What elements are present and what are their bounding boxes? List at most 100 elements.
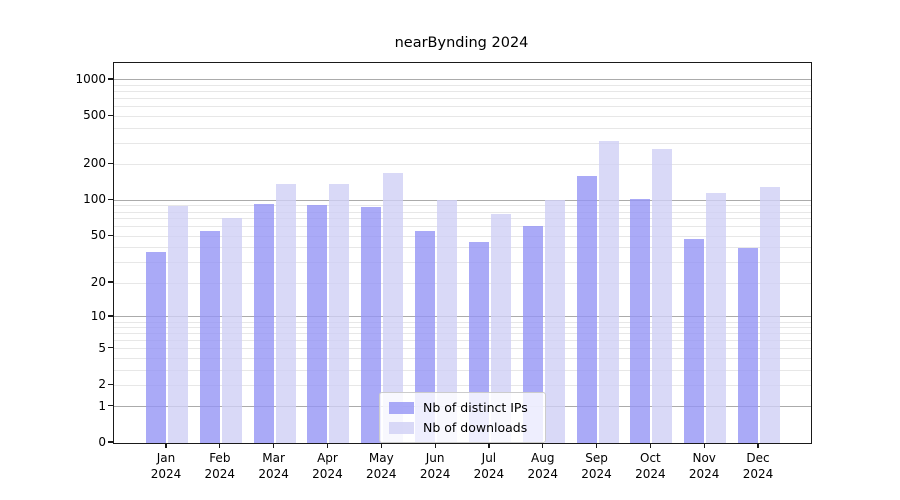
x-tick-mark-mar [273, 443, 275, 448]
x-tick-label-jan: Jan 2024 [136, 451, 196, 482]
x-tick-mark-jul [488, 443, 490, 448]
x-tick-mark-aug [542, 443, 544, 448]
minor-gridline-9 [114, 321, 811, 323]
bar-distinct-ips-feb [199, 231, 220, 443]
x-tick-year: 2024 [527, 466, 558, 481]
bar-distinct-ips-jan [146, 251, 166, 443]
bar-distinct-ips-apr [307, 204, 328, 443]
bar-downloads-mar [275, 184, 296, 443]
bar-downloads-jun [437, 200, 458, 443]
bar-downloads-feb [221, 217, 242, 443]
minor-gridline-3 [114, 369, 811, 371]
legend-swatch-distinct-ips [389, 401, 414, 414]
y-tick-mark-500 [108, 114, 113, 116]
y-tick-mark-5 [108, 347, 113, 349]
x-tick-month: Jul [481, 451, 497, 465]
gridline-200 [114, 163, 811, 165]
y-tick-label-100: 100 [83, 192, 106, 207]
minor-gridline-6 [114, 340, 811, 342]
x-tick-mark-apr [326, 443, 329, 448]
gridline-1000 [114, 79, 811, 81]
bar-downloads-aug [544, 200, 565, 443]
y-tick-label-1000: 1000 [75, 71, 106, 86]
x-tick-month: Sep [585, 451, 608, 465]
bar-downloads-dec [760, 186, 781, 443]
minor-gridline-70 [114, 218, 811, 220]
bar-distinct-ips-oct [630, 199, 651, 443]
y-tick-mark-50 [108, 234, 113, 236]
x-tick-month: Apr [317, 451, 338, 465]
x-tick-mark-jan [165, 443, 167, 448]
minor-gridline-900 [114, 84, 811, 86]
gridline-5 [114, 348, 811, 350]
y-tick-mark-100 [108, 198, 113, 201]
minor-gridline-400 [114, 127, 811, 129]
gridline-10 [114, 316, 811, 318]
minor-gridline-4 [114, 357, 811, 359]
x-tick-month: May [368, 451, 394, 465]
y-tick-label-200: 200 [83, 156, 106, 171]
bar-distinct-ips-jun [415, 231, 436, 443]
bar-distinct-ips-mar [253, 203, 274, 443]
x-tick-month: Mar [262, 451, 285, 465]
chart-title: nearBynding 2024 [394, 35, 529, 51]
bar-distinct-ips-nov [684, 238, 705, 443]
y-tick-mark-20 [108, 281, 113, 283]
minor-gridline-60 [114, 226, 811, 228]
legend-label-distinct-ips: Nb of distinct IPs [423, 400, 528, 415]
x-tick-label-may: May 2024 [351, 451, 411, 482]
minor-gridline-90 [114, 205, 811, 207]
minor-gridline-300 [114, 142, 811, 144]
legend-swatch-downloads [389, 421, 414, 434]
y-tick-label-5: 5 [98, 340, 106, 355]
x-tick-mark-may [380, 443, 382, 448]
y-tick-label-1: 1 [98, 398, 106, 413]
bar-downloads-oct [652, 148, 673, 443]
x-tick-mark-dec [757, 443, 759, 448]
y-tick-label-2: 2 [98, 377, 106, 392]
x-tick-label-mar: Mar 2024 [244, 451, 304, 482]
y-tick-mark-2 [108, 383, 113, 385]
x-tick-label-sep: Sep 2024 [567, 451, 627, 482]
x-tick-year: 2024 [365, 466, 397, 481]
bar-downloads-sep [598, 141, 619, 443]
bar-distinct-ips-aug [522, 226, 543, 443]
y-tick-mark-1 [108, 404, 113, 407]
x-tick-month: Dec [746, 451, 770, 465]
x-tick-label-aug: Aug 2024 [513, 451, 573, 482]
gridline-20 [114, 282, 811, 284]
bar-downloads-may [383, 172, 404, 443]
minor-gridline-40 [114, 247, 811, 249]
x-tick-year: 2024 [688, 466, 720, 481]
minor-gridline-8 [114, 327, 811, 329]
minor-gridline-600 [114, 106, 811, 108]
bar-distinct-ips-may [361, 206, 382, 443]
y-tick-label-20: 20 [90, 275, 106, 289]
x-tick-label-oct: Oct 2024 [620, 451, 680, 482]
x-tick-year: 2024 [204, 466, 236, 481]
minor-gridline-7 [114, 333, 811, 335]
x-tick-label-nov: Nov 2024 [674, 451, 734, 482]
minor-gridline-700 [114, 98, 811, 100]
x-tick-label-feb: Feb 2024 [190, 451, 250, 482]
y-tick-label-10: 10 [90, 308, 106, 323]
legend-item-distinct-ips: Nb of distinct IPs [389, 400, 536, 415]
minor-gridline-800 [114, 91, 811, 93]
x-tick-year: 2024 [742, 466, 774, 481]
x-tick-month: Nov [692, 451, 716, 465]
y-tick-mark-1000 [108, 78, 113, 80]
y-tick-mark-0 [108, 441, 113, 443]
x-tick-label-jun: Jun 2024 [405, 451, 465, 482]
legend: Nb of distinct IPs Nb of downloads [379, 392, 546, 443]
x-tick-label-jul: Jul 2024 [459, 451, 519, 482]
x-tick-month: Feb [209, 451, 231, 465]
x-tick-year: 2024 [635, 466, 666, 481]
bar-distinct-ips-dec [738, 247, 759, 443]
y-tick-mark-200 [108, 162, 113, 164]
x-tick-year: 2024 [312, 466, 343, 481]
gridline-500 [114, 115, 811, 117]
y-tick-label-50: 50 [90, 228, 106, 243]
y-tick-label-0: 0 [98, 435, 106, 449]
x-tick-mark-feb [219, 443, 221, 448]
